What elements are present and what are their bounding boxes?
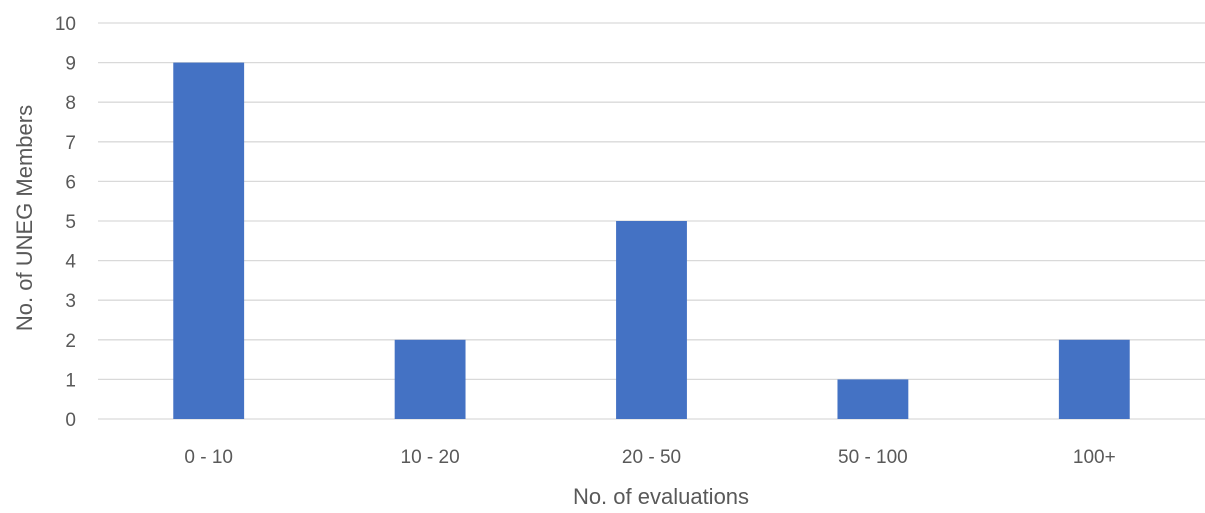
y-tick-label: 4 xyxy=(65,252,76,273)
y-tick-label: 5 xyxy=(65,212,76,233)
y-tick-label: 10 xyxy=(55,14,76,35)
x-tick-label: 100+ xyxy=(1073,447,1116,468)
y-tick-label: 1 xyxy=(65,370,76,391)
x-tick-label: 50 - 100 xyxy=(838,447,908,468)
x-axis-title: No. of evaluations xyxy=(573,484,749,509)
y-tick-label: 7 xyxy=(65,133,76,154)
y-tick-label: 8 xyxy=(65,93,76,114)
y-axis-title: No. of UNEG Members xyxy=(12,105,37,331)
y-tick-label: 6 xyxy=(65,172,76,193)
bars xyxy=(173,62,1130,419)
bar xyxy=(837,379,909,419)
x-tick-label: 0 - 10 xyxy=(184,447,233,468)
x-tick-label: 20 - 50 xyxy=(622,447,681,468)
y-tick-label: 3 xyxy=(65,291,76,312)
y-tick-label: 9 xyxy=(65,54,76,75)
bar xyxy=(394,339,466,419)
bar xyxy=(173,62,245,419)
x-tick-label: 10 - 20 xyxy=(401,447,460,468)
bar xyxy=(616,221,687,419)
x-axis-ticks: 0 - 10 10 - 20 20 - 50 50 - 100 100+ xyxy=(184,447,1115,468)
bar xyxy=(1058,339,1130,419)
y-tick-label: 2 xyxy=(65,331,76,352)
y-tick-label: 0 xyxy=(65,410,76,431)
y-axis-ticks: 0 1 2 3 4 5 6 7 8 9 10 xyxy=(55,14,77,431)
